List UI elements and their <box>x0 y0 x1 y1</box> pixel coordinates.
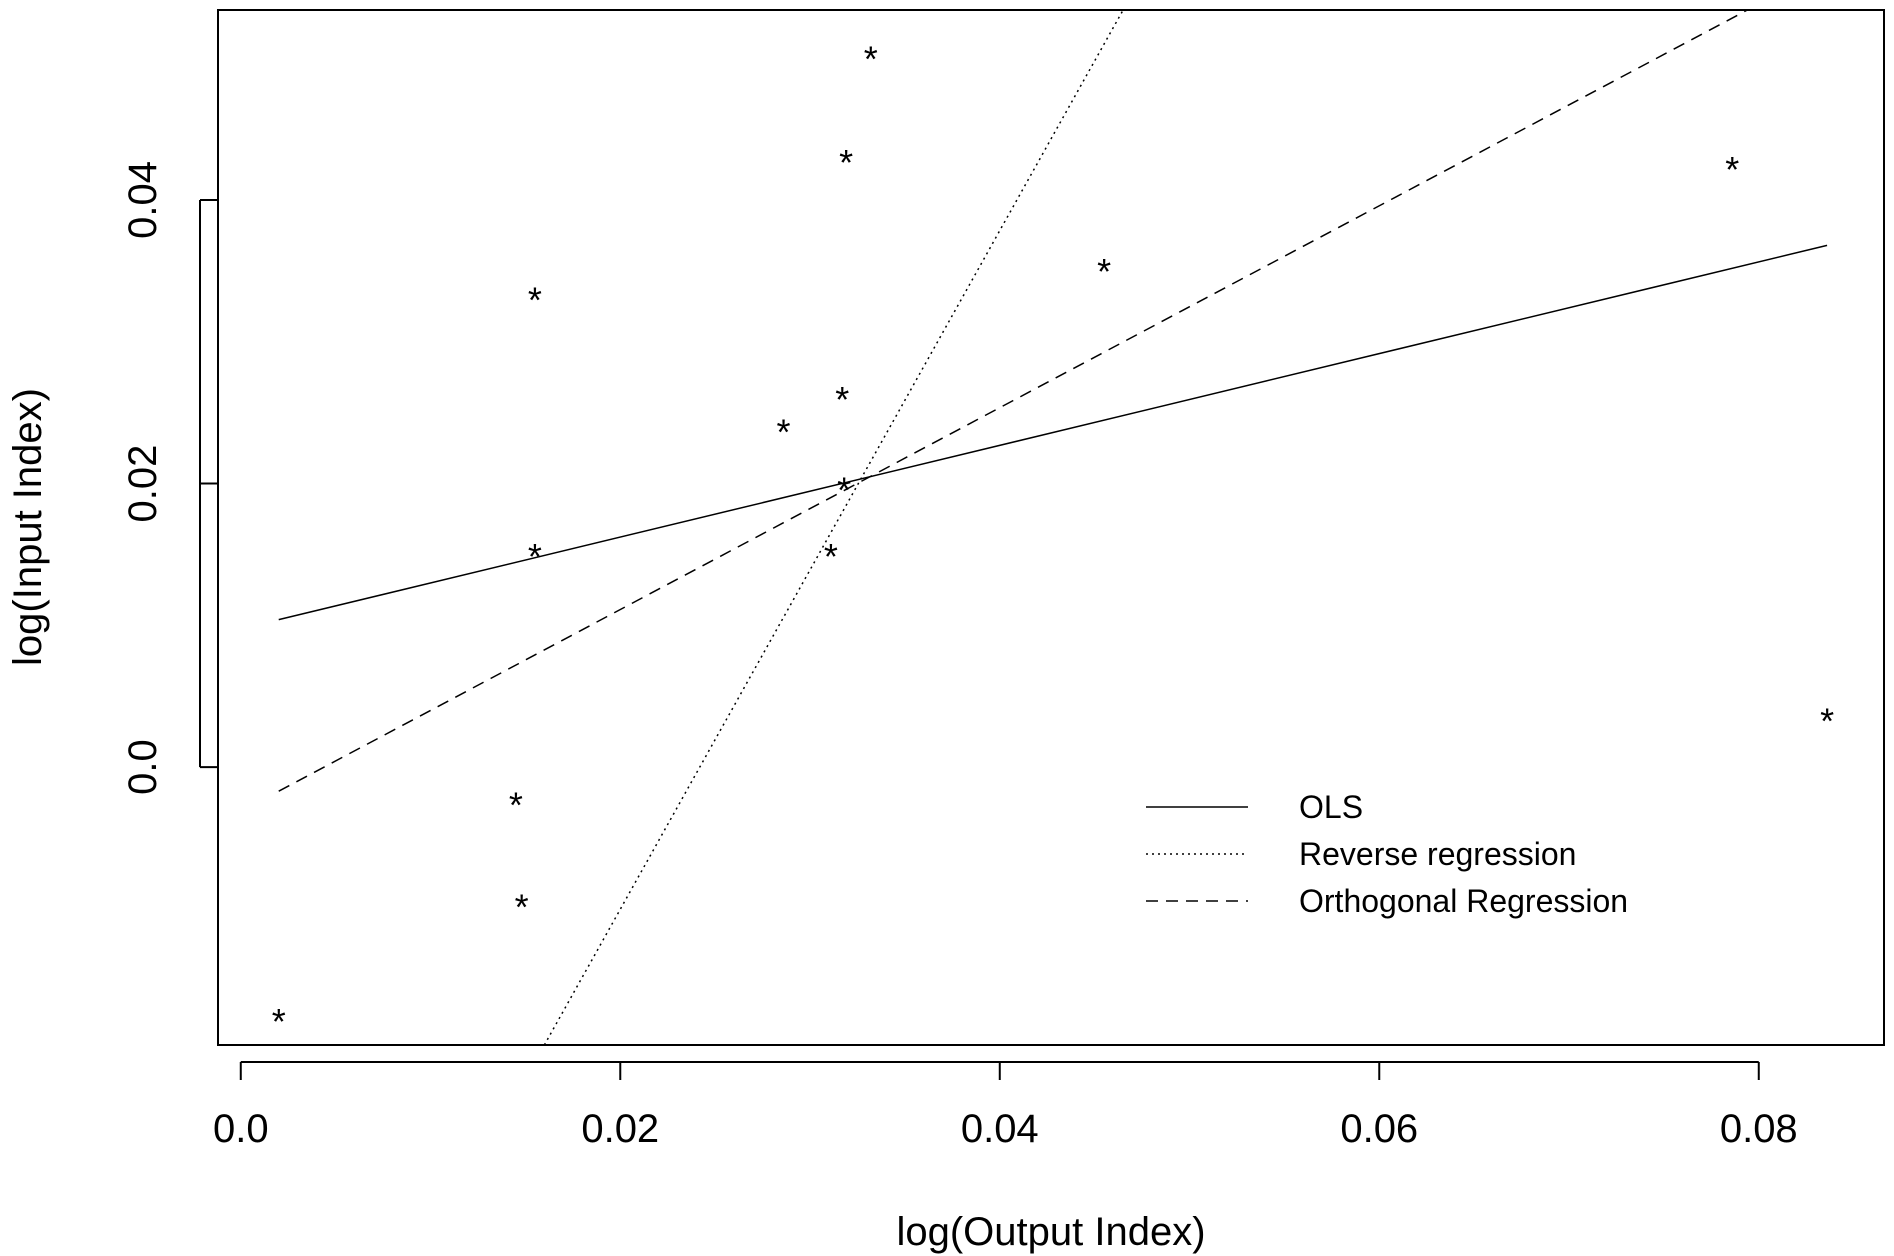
data-points: * * * * * * * * * * * * * * <box>272 39 1834 1043</box>
data-point: * <box>515 886 529 927</box>
fit-lines <box>278 9 1828 1046</box>
plot-frame <box>217 9 1885 1046</box>
data-point: * <box>864 39 878 80</box>
x-tick-label: 0.04 <box>961 1107 1039 1151</box>
data-point: * <box>528 536 542 577</box>
data-point: * <box>272 1001 286 1042</box>
fit-line-0 <box>278 244 1828 621</box>
data-point: * <box>824 536 838 577</box>
data-point: * <box>839 142 853 183</box>
x-tick-label: 0.02 <box>581 1107 659 1151</box>
legend-label: Orthogonal Regression <box>1299 883 1628 919</box>
data-point: * <box>528 280 542 321</box>
x-axis: 0.0 0.02 0.04 0.06 0.08 <box>213 1061 1798 1151</box>
fit-line-2 <box>278 9 1748 792</box>
data-point: * <box>835 379 849 420</box>
y-axis-title: log(Input Index) <box>6 388 50 666</box>
y-tick-label: 0.04 <box>121 161 165 239</box>
x-tick-label: 0.06 <box>1340 1107 1418 1151</box>
legend: OLS Reverse regression Orthogonal Regressi… <box>1146 789 1628 919</box>
legend-label: Reverse regression <box>1299 836 1576 872</box>
data-point: * <box>1725 149 1739 190</box>
data-point: * <box>776 411 790 452</box>
data-point: * <box>837 470 851 511</box>
x-tick-label: 0.08 <box>1720 1107 1798 1151</box>
y-tick-label: 0.0 <box>121 739 165 795</box>
legend-label: OLS <box>1299 789 1363 825</box>
x-axis-title: log(Output Index) <box>896 1210 1205 1254</box>
x-tick-label: 0.0 <box>213 1107 269 1151</box>
data-point: * <box>1097 251 1111 292</box>
data-point: * <box>1820 701 1834 742</box>
y-tick-label: 0.02 <box>121 445 165 523</box>
data-point: * <box>509 784 523 825</box>
y-axis: 0.0 0.02 0.04 <box>121 161 218 795</box>
